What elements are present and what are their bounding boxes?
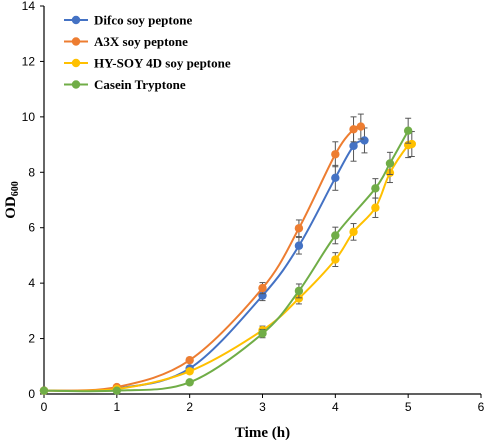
legend-entry: HY-SOY 4D soy peptone — [64, 56, 231, 71]
legend-marker — [71, 58, 81, 68]
series-2 — [39, 131, 417, 395]
y-tick-label: 12 — [22, 54, 36, 68]
legend-label: Casein Tryptone — [94, 77, 186, 92]
y-tick-label: 0 — [28, 387, 35, 401]
y-axis-title-subscript: 600 — [10, 181, 21, 196]
legend-label: A3X soy peptone — [94, 34, 188, 49]
y-tick-label: 2 — [28, 332, 35, 346]
data-point — [185, 378, 194, 387]
data-point — [331, 255, 340, 264]
legend-marker — [71, 15, 81, 25]
y-tick-label: 4 — [28, 276, 35, 290]
data-point — [185, 367, 194, 376]
legend-marker — [71, 37, 81, 46]
x-tick-label: 0 — [41, 400, 48, 414]
legend-entry: Difco soy peptone — [64, 13, 192, 28]
data-point — [331, 150, 340, 159]
data-point — [407, 139, 417, 149]
legend-label: HY-SOY 4D soy peptone — [94, 56, 231, 71]
data-point — [403, 126, 413, 135]
x-tick-label: 4 — [332, 400, 339, 414]
data-point — [349, 227, 358, 237]
y-tick-label: 6 — [28, 221, 35, 235]
data-point — [331, 173, 340, 183]
y-tick-label: 8 — [28, 165, 35, 179]
x-axis-title: Time (h) — [235, 425, 290, 440]
data-point — [294, 241, 304, 250]
data-point — [39, 386, 49, 395]
series-line — [43, 125, 362, 392]
y-axis-title-main: OD — [3, 196, 19, 219]
legend-entry: A3X soy peptone — [64, 34, 188, 49]
x-tick-label: 5 — [405, 400, 412, 414]
data-point — [294, 286, 304, 296]
data-point — [258, 329, 267, 338]
data-point — [112, 386, 122, 395]
data-point — [294, 224, 304, 233]
y-tick-label: 14 — [22, 0, 36, 13]
legend-entry: Casein Tryptone — [64, 77, 186, 92]
y-axis-title: OD600 — [3, 181, 21, 219]
x-tick-label: 3 — [259, 400, 266, 414]
x-tick-label: 6 — [478, 400, 484, 414]
series-line — [43, 141, 413, 392]
legend-label: Difco soy peptone — [94, 13, 192, 28]
data-point — [356, 122, 366, 131]
data-point — [294, 294, 304, 303]
data-point — [349, 141, 358, 151]
series-1 — [39, 113, 366, 395]
x-tick-label: 1 — [113, 400, 120, 414]
data-point — [258, 283, 267, 293]
series-3 — [39, 117, 413, 395]
legend: Difco soy peptone A3X soy peptone HY-SOY 4… — [64, 13, 231, 92]
data-point — [349, 125, 358, 134]
data-point — [185, 355, 194, 365]
x-tick-label: 2 — [186, 400, 193, 414]
series-layer — [39, 113, 417, 395]
y-tick-label: 10 — [22, 110, 36, 124]
data-point — [371, 203, 380, 212]
legend-marker — [71, 80, 81, 89]
data-point — [385, 159, 395, 168]
data-point — [331, 231, 340, 240]
data-point — [371, 184, 380, 193]
data-point — [360, 136, 369, 145]
